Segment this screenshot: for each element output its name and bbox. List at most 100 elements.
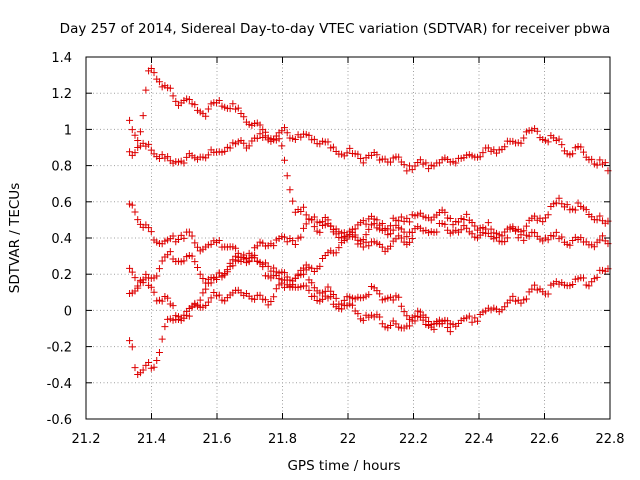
data-point	[297, 233, 305, 241]
data-point	[563, 201, 571, 209]
data-point	[389, 296, 397, 304]
series-sat-1	[126, 124, 612, 175]
data-point	[571, 206, 579, 214]
data-point	[291, 135, 299, 143]
data-point	[291, 274, 299, 282]
data-point	[596, 236, 604, 244]
data-point	[580, 274, 588, 282]
data-point	[256, 130, 264, 138]
data-point	[174, 236, 182, 244]
y-tick-label: 1	[64, 123, 72, 138]
data-point	[275, 135, 283, 143]
data-point	[599, 232, 607, 240]
data-point	[185, 228, 193, 236]
data-point	[155, 78, 163, 86]
data-point	[310, 292, 318, 300]
data-point	[596, 156, 604, 164]
data-point	[158, 257, 166, 265]
data-point	[221, 147, 229, 155]
data-point	[362, 220, 370, 228]
data-point	[134, 136, 142, 144]
data-point	[501, 143, 509, 151]
data-point	[422, 313, 430, 321]
data-point	[411, 312, 419, 320]
data-point	[131, 208, 139, 216]
data-point	[397, 302, 405, 310]
data-point	[552, 228, 560, 236]
data-point	[199, 289, 207, 297]
data-point	[446, 215, 454, 223]
data-point	[387, 322, 395, 330]
data-point	[289, 237, 297, 245]
data-point	[226, 144, 234, 152]
data-point	[487, 225, 495, 233]
data-point	[531, 281, 539, 289]
data-point	[395, 217, 403, 225]
data-point	[158, 151, 166, 159]
data-point	[139, 366, 147, 374]
data-point	[416, 156, 424, 164]
data-point	[150, 69, 158, 77]
y-tick-label: 0.8	[51, 160, 72, 175]
data-point	[207, 240, 215, 248]
data-point	[425, 317, 433, 325]
data-point	[286, 186, 294, 194]
data-point	[207, 279, 215, 287]
data-point	[596, 212, 604, 220]
data-point	[302, 266, 310, 274]
data-point	[555, 135, 563, 143]
data-point	[153, 272, 161, 280]
data-point	[544, 138, 552, 146]
data-point	[256, 121, 264, 129]
data-point	[280, 124, 288, 132]
series-sat-2	[126, 194, 612, 290]
x-tick-label: 22	[340, 432, 357, 447]
data-point	[191, 101, 199, 109]
data-point	[169, 232, 177, 240]
data-point	[460, 216, 468, 224]
data-point	[457, 226, 465, 234]
x-tick-labels: 21.2 21.4 21.6 21.8 22 22.2 22.4 22.6 22.8	[72, 432, 625, 447]
data-point	[544, 211, 552, 219]
data-point	[503, 234, 511, 242]
data-point	[479, 149, 487, 157]
data-point	[196, 296, 204, 304]
data-point	[142, 274, 150, 282]
data-point	[346, 144, 354, 152]
data-point	[359, 159, 367, 167]
data-point	[253, 134, 261, 142]
data-point	[245, 142, 253, 150]
data-point	[498, 232, 506, 240]
data-point	[280, 156, 288, 164]
data-point	[577, 143, 585, 151]
data-point	[261, 128, 269, 136]
data-point	[531, 212, 539, 220]
x-tick-label: 22.4	[465, 432, 494, 447]
data-point	[310, 223, 318, 231]
data-point	[501, 303, 509, 311]
data-point	[153, 356, 161, 364]
data-point	[213, 276, 221, 284]
data-point	[234, 253, 242, 261]
data-point	[593, 216, 601, 224]
data-point	[297, 208, 305, 216]
data-point	[365, 291, 373, 299]
data-point	[267, 298, 275, 306]
data-point	[324, 283, 332, 291]
grid-lines	[86, 57, 610, 419]
data-point	[155, 348, 163, 356]
data-point	[387, 222, 395, 230]
data-point	[397, 234, 405, 242]
data-point	[183, 153, 191, 161]
data-point	[202, 285, 210, 293]
data-point	[454, 218, 462, 226]
data-point	[354, 150, 362, 158]
data-point	[343, 149, 351, 157]
data-point	[406, 218, 414, 226]
data-point	[387, 242, 395, 250]
data-point	[365, 242, 373, 250]
data-point	[468, 318, 476, 326]
data-point	[501, 238, 509, 246]
data-point	[387, 230, 395, 238]
data-point	[207, 294, 215, 302]
